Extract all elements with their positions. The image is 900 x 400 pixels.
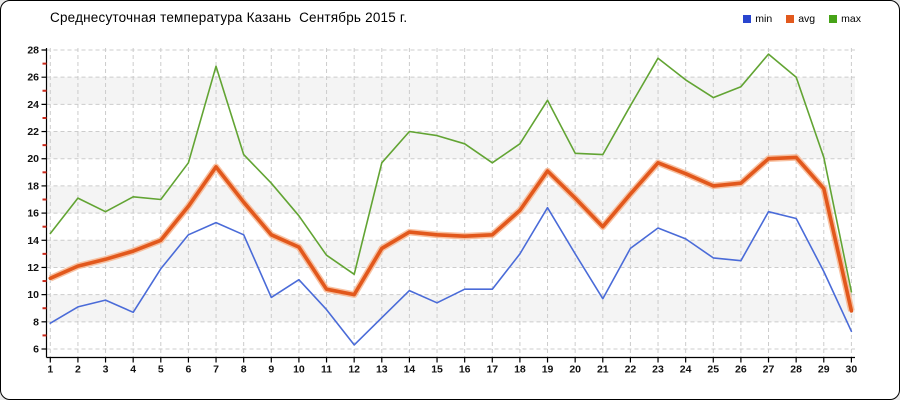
- svg-text:14: 14: [27, 235, 39, 247]
- svg-text:16: 16: [459, 364, 471, 376]
- legend-item-max: max: [829, 13, 861, 25]
- legend-label-min: min: [755, 13, 773, 25]
- svg-text:3: 3: [103, 364, 109, 376]
- svg-text:14: 14: [404, 364, 416, 376]
- svg-text:19: 19: [542, 364, 554, 376]
- svg-text:20: 20: [27, 153, 39, 165]
- svg-text:4: 4: [130, 364, 136, 376]
- svg-text:17: 17: [486, 364, 498, 376]
- chart-title: Среднесуточная температура Казань Сентяб…: [50, 10, 408, 25]
- svg-text:16: 16: [27, 208, 39, 220]
- svg-text:2: 2: [75, 364, 81, 376]
- svg-text:20: 20: [569, 364, 581, 376]
- svg-text:12: 12: [27, 262, 39, 274]
- svg-text:5: 5: [158, 364, 164, 376]
- svg-text:21: 21: [597, 364, 609, 376]
- svg-text:27: 27: [763, 364, 775, 376]
- svg-text:28: 28: [27, 45, 39, 57]
- svg-text:1: 1: [47, 364, 53, 376]
- svg-text:10: 10: [293, 364, 305, 376]
- svg-text:28: 28: [790, 364, 802, 376]
- svg-text:22: 22: [625, 364, 637, 376]
- svg-text:18: 18: [27, 180, 39, 192]
- legend-label-max: max: [841, 13, 861, 25]
- svg-text:8: 8: [241, 364, 247, 376]
- svg-text:26: 26: [27, 72, 39, 84]
- svg-text:11: 11: [321, 364, 332, 376]
- svg-text:25: 25: [707, 364, 719, 376]
- max-swatch-icon: [829, 15, 838, 23]
- svg-text:18: 18: [514, 364, 526, 376]
- legend-item-avg: avg: [786, 13, 815, 25]
- chart-legend: min avg max: [743, 13, 861, 25]
- svg-text:6: 6: [33, 344, 39, 356]
- svg-text:13: 13: [376, 364, 388, 376]
- svg-text:12: 12: [348, 364, 360, 376]
- svg-text:8: 8: [33, 316, 39, 328]
- svg-text:23: 23: [652, 364, 664, 376]
- min-swatch-icon: [743, 15, 752, 23]
- svg-text:26: 26: [735, 364, 747, 376]
- legend-item-min: min: [743, 13, 772, 25]
- svg-text:15: 15: [431, 364, 443, 376]
- svg-text:6: 6: [185, 364, 191, 376]
- legend-label-avg: avg: [798, 13, 816, 25]
- svg-text:30: 30: [846, 364, 858, 376]
- svg-text:24: 24: [680, 364, 692, 376]
- svg-text:9: 9: [268, 364, 274, 376]
- svg-text:10: 10: [27, 289, 39, 301]
- svg-text:7: 7: [213, 364, 219, 376]
- svg-text:24: 24: [27, 99, 39, 111]
- svg-text:29: 29: [818, 364, 830, 376]
- avg-swatch-icon: [786, 15, 795, 23]
- svg-text:22: 22: [27, 126, 39, 138]
